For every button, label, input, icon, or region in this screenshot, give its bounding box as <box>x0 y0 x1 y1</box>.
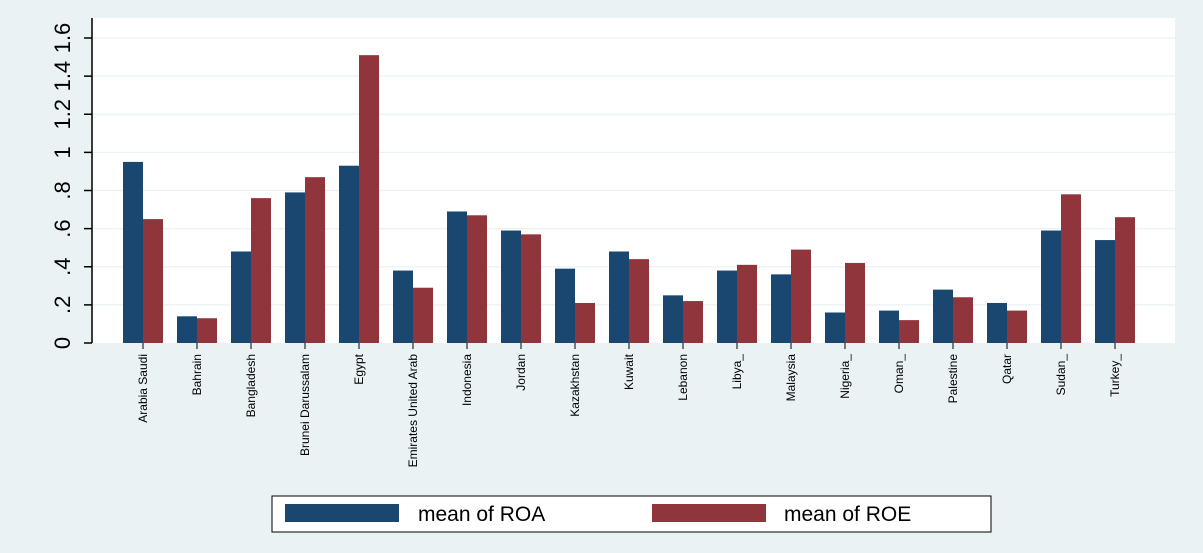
y-tick-label: .2 <box>50 296 75 314</box>
x-tick-label: Qatar <box>1000 354 1014 384</box>
x-tick-label: Palestine <box>946 354 960 404</box>
x-tick-label: Nigeria_ <box>838 354 852 399</box>
x-tick-label: Kuwait <box>622 353 636 390</box>
bar-roa <box>1041 230 1061 343</box>
x-tick-label: Malaysia <box>784 354 798 402</box>
x-tick-label: Kazakhstan <box>568 354 582 417</box>
y-tick-label: 1.6 <box>50 23 75 54</box>
legend: mean of ROA mean of ROE <box>271 495 992 533</box>
bar-roe <box>1115 217 1135 343</box>
x-tick-label: Bahrain <box>190 354 204 395</box>
bar-roa <box>879 310 899 343</box>
y-tick-label: .8 <box>50 181 75 199</box>
bar-roa <box>555 268 575 343</box>
bar-roa <box>447 211 467 343</box>
bar-roe <box>845 262 865 343</box>
x-tick-label: Turkey_ <box>1108 354 1122 397</box>
bar-roe <box>899 320 919 343</box>
bar-roa <box>663 295 683 343</box>
bar-roe <box>305 177 325 343</box>
bar-roe <box>1061 194 1081 343</box>
bar-roa <box>393 270 413 343</box>
bar-roe <box>359 55 379 343</box>
bar-roa <box>339 165 359 343</box>
bar-roa <box>771 274 791 343</box>
bar-roe <box>413 287 433 343</box>
bar-roe <box>629 259 649 343</box>
legend-label: mean of ROE <box>784 503 911 526</box>
bars <box>123 55 1135 343</box>
x-tick-label: Lebanon <box>676 354 690 401</box>
legend-label: mean of ROA <box>418 503 545 526</box>
bar-roa <box>231 251 251 343</box>
bar-roe <box>683 301 703 343</box>
bar-roe <box>737 264 757 343</box>
bar-roa <box>1095 240 1115 343</box>
bar-roa <box>285 192 305 343</box>
bar-roe <box>467 215 487 343</box>
x-tick-label: Indonesia <box>460 354 474 406</box>
y-tick-label: 1 <box>50 146 75 158</box>
bar-roa <box>987 302 1007 343</box>
y-tick-label: .6 <box>50 219 75 237</box>
x-tick-label: Emirates United Arab <box>406 354 420 468</box>
legend-swatch <box>652 504 766 522</box>
bar-roe <box>953 297 973 343</box>
bar-roa <box>501 230 521 343</box>
legend-swatch <box>285 504 399 522</box>
y-axis-ticks: 0 .2 .4 .6 .8 1 1.2 1.4 1.6 <box>50 23 92 349</box>
bar-roe <box>575 302 595 343</box>
bar-roa <box>933 289 953 343</box>
y-tick-label: .4 <box>50 258 75 276</box>
x-tick-label: Bangladesh <box>244 354 258 417</box>
bar-roe <box>197 318 217 343</box>
bar-roa <box>609 251 629 343</box>
bar-roe <box>251 198 271 343</box>
bar-roe <box>143 219 163 343</box>
bar-roe <box>1007 310 1027 343</box>
y-tick-label: 1.2 <box>50 99 75 130</box>
x-tick-label: Brunei Darussalam <box>298 354 312 456</box>
x-tick-label: Oman_ <box>892 354 906 394</box>
x-tick-label: Arabia Saudi <box>136 354 150 423</box>
x-axis-labels: Arabia Saudi Bahrain Bangladesh Brunei Daru… <box>136 343 1122 467</box>
x-tick-label: Sudan_ <box>1054 354 1068 396</box>
x-tick-label: Egypt <box>352 353 366 384</box>
bar-roa <box>717 270 737 343</box>
y-tick-label: 1.4 <box>50 61 75 92</box>
x-tick-label: Libya_ <box>730 354 744 390</box>
bar-roe <box>791 249 811 343</box>
x-tick-label: Jordan <box>514 354 528 391</box>
bar-roa <box>825 312 845 343</box>
bar-roe <box>521 234 541 343</box>
y-tick-label: 0 <box>50 337 75 349</box>
bar-roa <box>177 316 197 343</box>
bar-roa <box>123 161 143 343</box>
